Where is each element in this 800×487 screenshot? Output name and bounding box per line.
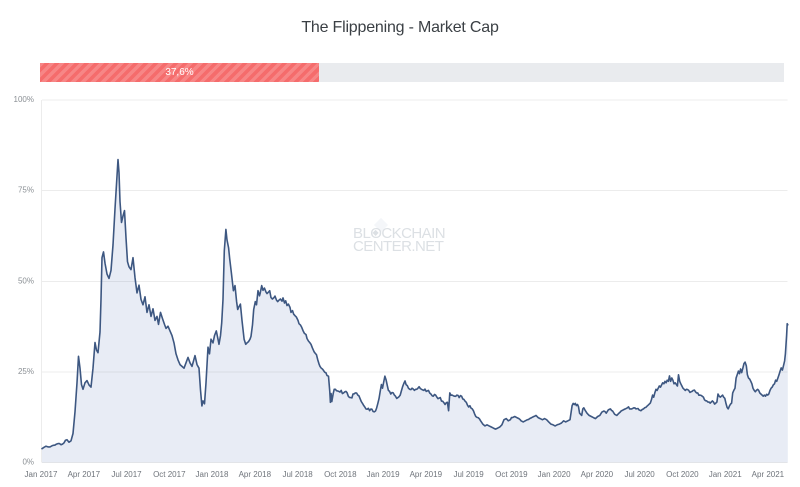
svg-text:Apr 2021: Apr 2021 <box>752 470 785 479</box>
svg-text:0%: 0% <box>22 458 34 467</box>
svg-text:75%: 75% <box>18 186 34 195</box>
svg-text:Oct 2018: Oct 2018 <box>324 470 357 479</box>
svg-text:25%: 25% <box>18 367 34 376</box>
svg-text:Apr 2019: Apr 2019 <box>410 470 443 479</box>
svg-text:100%: 100% <box>14 95 34 104</box>
svg-text:Jan 2019: Jan 2019 <box>367 470 400 479</box>
svg-text:Jan 2017: Jan 2017 <box>25 470 58 479</box>
svg-text:50%: 50% <box>18 276 34 285</box>
svg-text:Jan 2021: Jan 2021 <box>709 470 742 479</box>
svg-text:Apr 2018: Apr 2018 <box>239 470 272 479</box>
svg-text:Apr 2020: Apr 2020 <box>581 470 614 479</box>
svg-text:Oct 2019: Oct 2019 <box>495 470 528 479</box>
svg-text:Oct 2017: Oct 2017 <box>153 470 186 479</box>
svg-text:Oct 2020: Oct 2020 <box>666 470 699 479</box>
svg-text:Jul 2018: Jul 2018 <box>282 470 313 479</box>
svg-text:Apr 2017: Apr 2017 <box>68 470 101 479</box>
svg-text:Jul 2017: Jul 2017 <box>111 470 142 479</box>
svg-text:Jan 2018: Jan 2018 <box>196 470 229 479</box>
svg-text:Jul 2020: Jul 2020 <box>624 470 655 479</box>
svg-text:Jan 2020: Jan 2020 <box>538 470 571 479</box>
svg-text:Jul 2019: Jul 2019 <box>453 470 484 479</box>
